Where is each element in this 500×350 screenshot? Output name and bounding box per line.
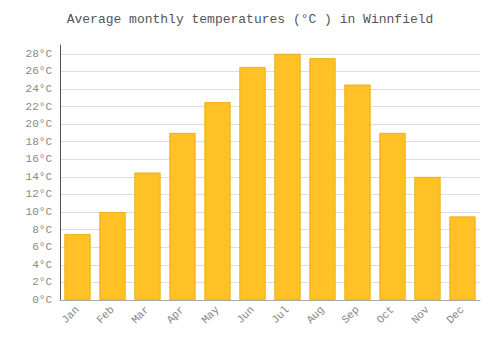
svg-text:4°C: 4°C	[32, 259, 52, 271]
svg-text:14°C: 14°C	[26, 171, 53, 183]
svg-text:Jul: Jul	[269, 304, 291, 326]
svg-text:2°C: 2°C	[32, 276, 52, 288]
svg-text:24°C: 24°C	[26, 83, 53, 95]
svg-text:May: May	[199, 303, 222, 326]
svg-text:8°C: 8°C	[32, 224, 52, 236]
svg-text:Jun: Jun	[234, 304, 256, 326]
svg-text:16°C: 16°C	[26, 153, 53, 165]
svg-text:28°C: 28°C	[26, 48, 53, 60]
svg-text:Aug: Aug	[304, 304, 326, 326]
svg-text:Average monthly temperatures (: Average monthly temperatures (°C ) in Wi…	[67, 12, 434, 27]
svg-text:Apr: Apr	[164, 304, 186, 326]
svg-text:6°C: 6°C	[32, 241, 52, 253]
svg-text:Feb: Feb	[94, 304, 116, 326]
svg-text:Dec: Dec	[444, 304, 466, 326]
svg-text:Mar: Mar	[129, 304, 151, 326]
svg-text:Jan: Jan	[59, 304, 81, 326]
svg-text:20°C: 20°C	[26, 118, 53, 130]
svg-text:0°C: 0°C	[32, 294, 52, 306]
svg-text:10°C: 10°C	[26, 206, 53, 218]
svg-text:12°C: 12°C	[26, 188, 53, 200]
svg-text:Sep: Sep	[339, 304, 361, 326]
svg-text:26°C: 26°C	[26, 65, 53, 77]
svg-text:18°C: 18°C	[26, 136, 53, 148]
svg-text:22°C: 22°C	[26, 101, 53, 113]
svg-text:Nov: Nov	[409, 303, 432, 326]
svg-text:Oct: Oct	[374, 304, 396, 326]
